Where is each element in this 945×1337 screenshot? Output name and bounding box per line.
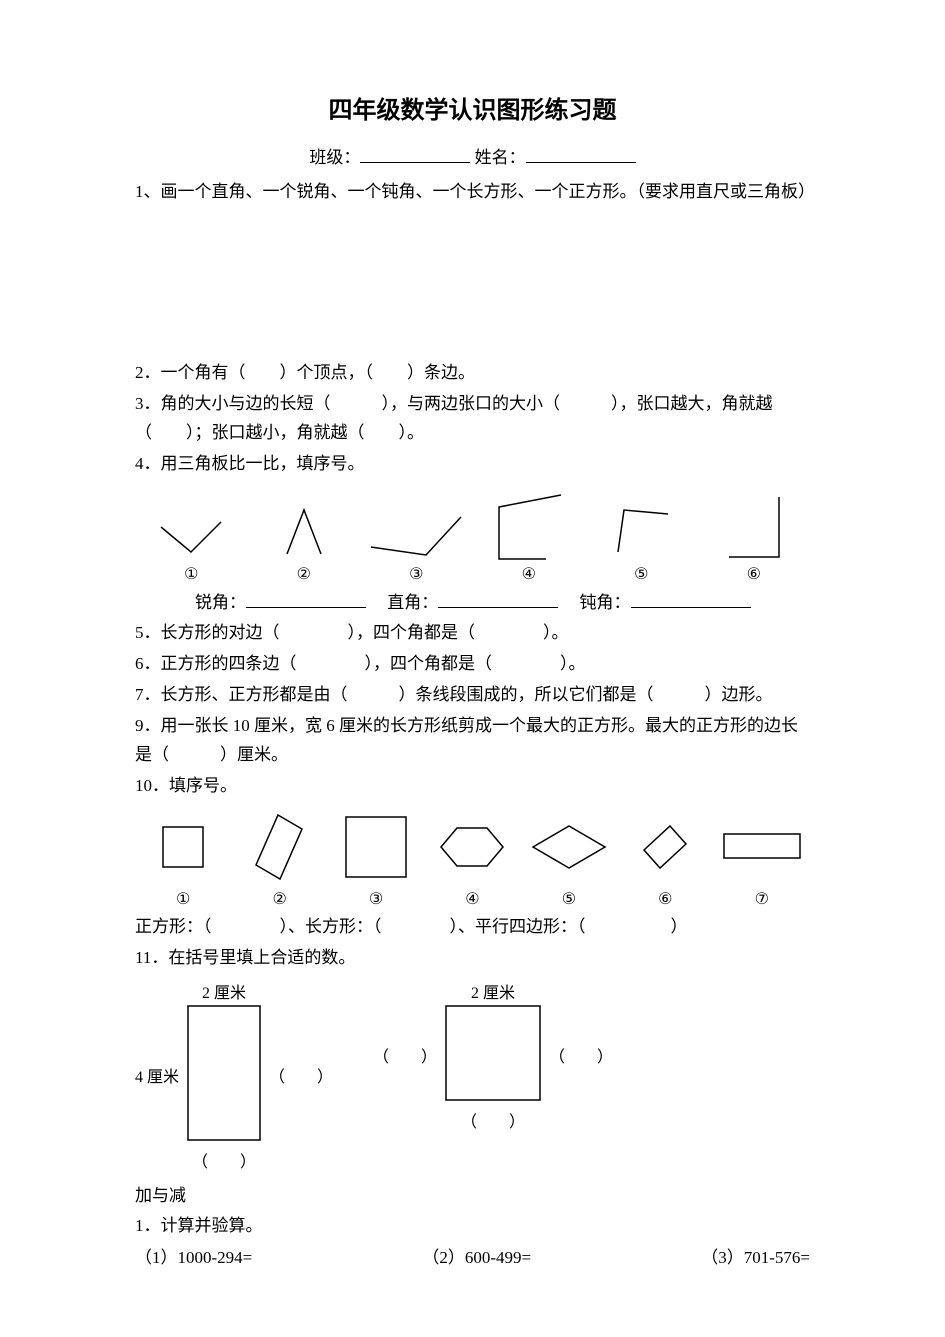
angle-label-1: ① xyxy=(135,564,248,584)
blank-right-2: （ ） xyxy=(549,1043,613,1067)
shape-label-3: ③ xyxy=(328,889,424,909)
section2-q1: 1．计算并验算。 xyxy=(135,1212,810,1241)
right-label: 直角： xyxy=(387,593,438,612)
question-1: 1、画一个直角、一个锐角、一个钝角、一个长方形、一个正方形。（要求用直尺或三角板… xyxy=(135,178,810,207)
blank-right-1: （ ） xyxy=(269,1063,333,1087)
acute-label: 锐角： xyxy=(195,593,246,612)
angle-label-5: ⑤ xyxy=(585,564,698,584)
shape-1 xyxy=(135,824,231,870)
obtuse-blank[interactable] xyxy=(631,591,751,608)
two-cm-label-b: 2 厘米 xyxy=(443,979,543,1003)
question-10: 10．填序号。 xyxy=(135,772,810,801)
name-blank[interactable] xyxy=(526,146,636,163)
header-line: 班级： 姓名： xyxy=(135,143,810,168)
calc-c: （3）701-576= xyxy=(701,1243,810,1268)
shape-5 xyxy=(521,822,617,872)
angle-6 xyxy=(698,492,811,562)
question-5: 5．长方形的对边（ ），四个角都是（ ）。 xyxy=(135,619,810,648)
question-11: 11．在括号里填上合适的数。 xyxy=(135,944,810,973)
question-3: 3．角的大小与边的长短（ ），与两边张口的大小（ ），张口越大，角就越（ ）；张… xyxy=(135,390,810,448)
angle-3 xyxy=(360,507,473,562)
angle-labels: ① ② ③ ④ ⑤ ⑥ xyxy=(135,564,810,584)
shape-4 xyxy=(424,822,520,872)
q11-rect-1: 4 厘米 2 厘米 （ ） （ ） xyxy=(135,979,333,1172)
question-6: 6．正方形的四条边（ ），四个角都是（ ）。 xyxy=(135,650,810,679)
section2-title: 加与减 xyxy=(135,1182,810,1211)
class-blank[interactable] xyxy=(360,146,470,163)
angle-category-line: 锐角： 直角： 钝角： xyxy=(135,588,810,613)
blank-bottom-2: （ ） xyxy=(443,1108,543,1132)
four-cm-label: 4 厘米 xyxy=(135,1063,179,1087)
q11-figures: 4 厘米 2 厘米 （ ） （ ） （ ） 2 厘米 （ ） （ ） xyxy=(135,979,810,1172)
shape-3 xyxy=(328,814,424,880)
calc-a: （1）1000-294= xyxy=(135,1243,252,1268)
question-9: 9．用一张长 10 厘米，宽 6 厘米的长方形纸剪成一个最大的正方形。最大的正方… xyxy=(135,712,810,770)
angle-1 xyxy=(135,502,248,562)
shape-6 xyxy=(617,822,713,872)
shape-7 xyxy=(714,832,810,862)
angle-label-2: ② xyxy=(248,564,361,584)
shape-labels: ① ② ③ ④ ⑤ ⑥ ⑦ xyxy=(135,889,810,909)
question-4: 4．用三角板比一比，填序号。 xyxy=(135,450,810,479)
calc-b: （2）600-499= xyxy=(422,1243,531,1268)
question-7: 7．长方形、正方形都是由（ ）条线段围成的，所以它们都是（ ）边形。 xyxy=(135,681,810,710)
question-2: 2．一个角有（ ）个顶点，（ ）条边。 xyxy=(135,359,810,388)
shape-label-6: ⑥ xyxy=(617,889,713,909)
blank-bottom-1: （ ） xyxy=(185,1148,263,1172)
right-blank[interactable] xyxy=(438,591,558,608)
name-label: 姓名： xyxy=(475,148,526,167)
acute-blank[interactable] xyxy=(246,591,366,608)
angle-4 xyxy=(473,487,586,562)
shape-label-4: ④ xyxy=(424,889,520,909)
angle-2 xyxy=(248,502,361,562)
angle-label-4: ④ xyxy=(473,564,586,584)
angle-label-6: ⑥ xyxy=(698,564,811,584)
drawing-area xyxy=(135,209,810,359)
shape-2 xyxy=(231,811,327,883)
angles-row xyxy=(135,484,810,562)
shape-category-line: 正方形：（ ）、长方形：（ ）、平行四边形：（ ） xyxy=(135,913,810,942)
angle-5 xyxy=(585,502,698,562)
two-cm-label-a: 2 厘米 xyxy=(185,979,263,1003)
shape-label-1: ① xyxy=(135,889,231,909)
blank-left-2: （ ） xyxy=(373,1043,437,1067)
page-title: 四年级数学认识图形练习题 xyxy=(135,90,810,125)
shape-label-7: ⑦ xyxy=(714,889,810,909)
q11-rect-2: （ ） 2 厘米 （ ） （ ） xyxy=(373,979,613,1132)
shape-label-2: ② xyxy=(231,889,327,909)
class-label: 班级： xyxy=(309,148,360,167)
angle-label-3: ③ xyxy=(360,564,473,584)
shapes-row xyxy=(135,807,810,887)
obtuse-label: 钝角： xyxy=(580,593,631,612)
shape-label-5: ⑤ xyxy=(521,889,617,909)
calc-row: （1）1000-294= （2）600-499= （3）701-576= xyxy=(135,1243,810,1268)
